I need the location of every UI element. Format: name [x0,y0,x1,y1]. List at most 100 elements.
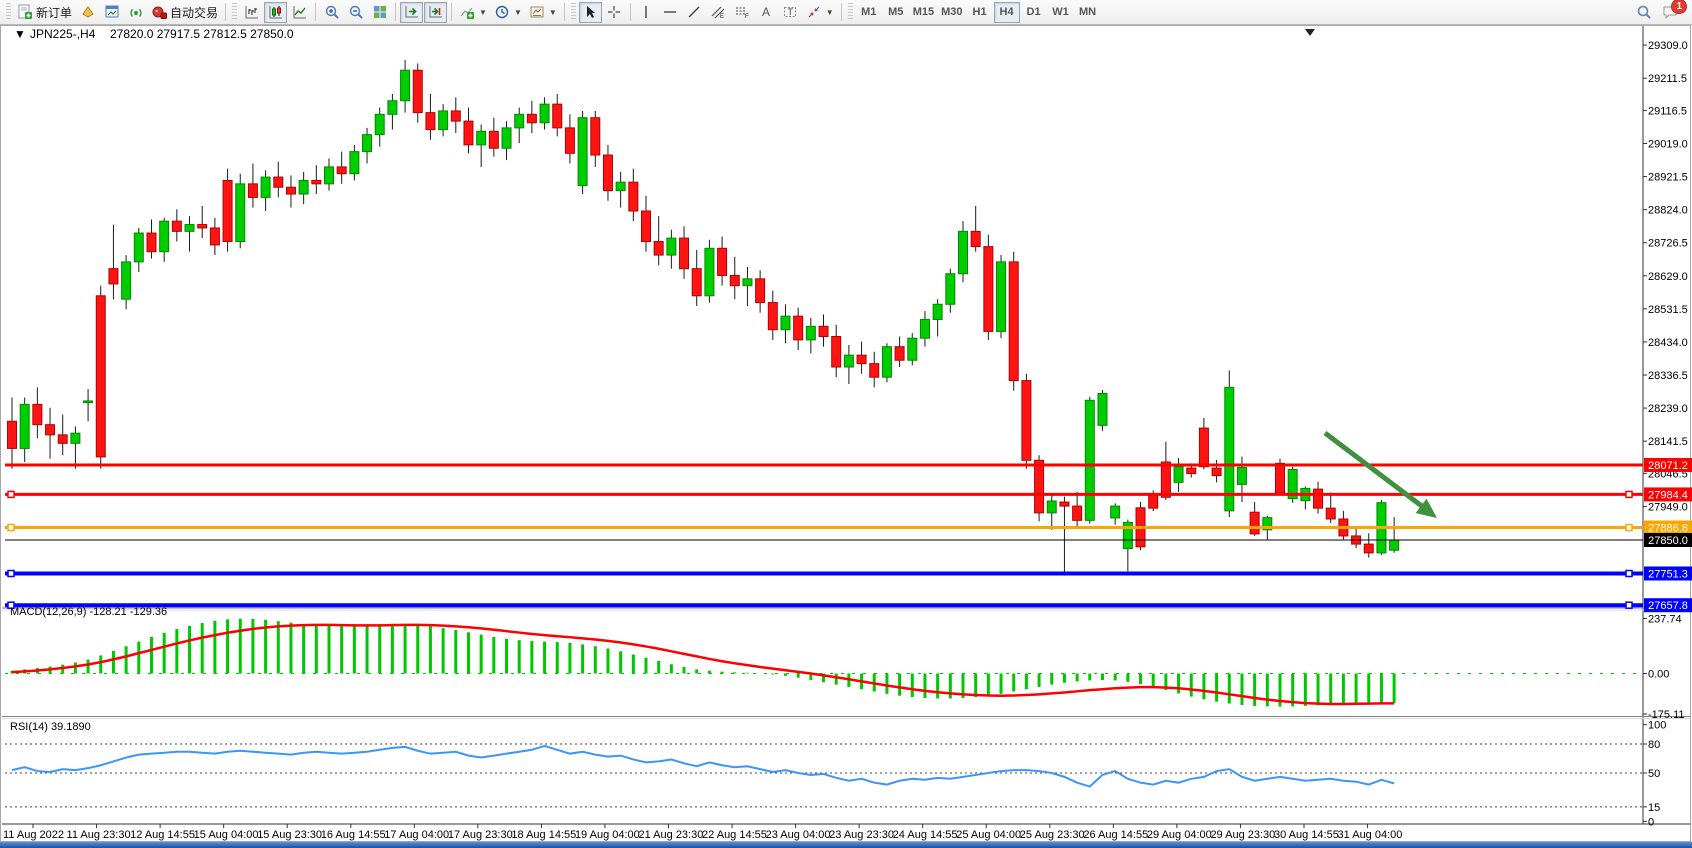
line-handle[interactable] [1625,601,1633,609]
candle-body [1160,461,1171,498]
candle-body [184,224,195,232]
time-label: 25 Aug 23:30 [1020,829,1085,841]
auto-trading-button[interactable]: 自动交易 [148,2,221,23]
timeframe-toolbar: M1 M5 M15 M30 H1 H4 D1 W1 MN [856,1,1101,23]
indicators-button[interactable]: ▼ [456,2,490,23]
timeframe-button-M15[interactable]: M15 [910,2,937,23]
candle-body [564,127,575,154]
trendline-button[interactable] [683,2,706,23]
equidistant-channel-icon: E [711,6,725,20]
vertical-line-button[interactable] [635,2,658,23]
timeframe-button-D1[interactable]: D1 [1021,2,1047,23]
toolbar-separator [629,3,631,21]
candle-body [742,278,753,287]
line-chart-button[interactable] [288,2,311,23]
macd-label: MACD(12,26,9) -128.21 -129.36 [10,606,167,618]
rsi-axis-label: 80 [1648,739,1660,751]
candle-body [1072,505,1083,521]
candle-body [1313,488,1324,509]
candle-body [425,112,436,131]
toolbar-grip [6,3,11,21]
candle-body [400,69,411,102]
arrows-button[interactable]: ▼ [803,2,837,23]
toolbar-separator [225,3,227,21]
candle-body [970,230,981,248]
candlestick-chart-button[interactable] [264,1,288,23]
signals-button[interactable] [124,2,147,23]
timeframe-button-M1[interactable]: M1 [856,2,882,23]
fibonacci-button[interactable]: F [731,2,754,23]
search-button[interactable] [1632,2,1655,23]
line-handle[interactable] [7,601,15,609]
line-handle[interactable] [7,490,15,499]
indicators-icon [460,7,475,19]
line-handle[interactable] [1625,523,1633,532]
candle-body [171,220,182,232]
bar-chart-button[interactable] [240,2,263,23]
chart-symbol-selector[interactable]: ▼ [14,27,26,41]
candle-body [1236,466,1247,485]
candle-body [438,110,449,131]
candle-body [7,420,17,449]
timeframe-button-H4[interactable]: H4 [993,1,1020,23]
templates-button[interactable]: ▼ [526,2,560,23]
quotes-button[interactable] [76,2,99,23]
zoom-out-icon [349,5,363,19]
toolbar-separator [315,3,317,21]
trend-arrow[interactable] [1323,431,1429,512]
macd-signal-line [11,623,1395,706]
candle-body [577,117,588,187]
rsi-axis-label: 15 [1648,802,1660,814]
tile-windows-button[interactable] [368,2,391,23]
candle-body [108,268,119,285]
candle-body [1097,392,1108,426]
quotes-icon [81,6,94,18]
candle-body [463,120,474,146]
zoom-in-button[interactable] [320,2,343,23]
trend-arrow-head[interactable] [1415,498,1443,525]
zoom-out-button[interactable] [344,2,367,23]
market-watch-button[interactable] [100,2,123,23]
auto-scroll-button[interactable] [400,1,424,23]
time-label: 25 Aug 04:00 [956,829,1021,841]
shift-chart-button[interactable] [424,1,448,23]
new-order-button[interactable]: 新订单 [14,2,75,23]
timeframe-button-MN[interactable]: MN [1075,2,1101,23]
crosshair-icon [608,6,621,18]
candle-body [1249,511,1260,535]
line-handle[interactable] [7,569,15,578]
candle-body [1389,539,1400,551]
chart-border [0,25,1691,842]
candle-body [450,110,461,122]
notifications-button[interactable]: 1 [1659,0,1687,23]
text-label-icon: T [784,7,797,17]
timeframe-button-H1[interactable]: H1 [967,2,993,23]
toolbar-separator [840,3,842,21]
candle-body [755,278,766,304]
horizontal-line-button[interactable] [659,2,682,23]
candle-body [19,403,30,449]
candle-body [235,183,246,243]
periods-button[interactable]: ▼ [491,2,525,23]
timeframe-button-M5[interactable]: M5 [883,2,909,23]
candle-body [843,354,854,368]
line-handle[interactable] [1625,490,1633,499]
equidistant-channel-button[interactable]: E [707,2,730,23]
candle-body [1148,494,1159,509]
crosshair-button[interactable] [603,2,626,23]
timeframe-button-M30[interactable]: M30 [938,2,965,23]
cursor-button[interactable] [578,1,602,23]
text-button[interactable]: A [755,2,778,23]
shift-chart-icon [429,6,442,18]
line-handle[interactable] [7,523,15,532]
line-handle[interactable] [1625,569,1633,578]
candle-body [881,346,892,378]
chart-window[interactable]: 237.74 0.00 -175.11 100 80 50 15 0 29309.0 2921… [0,25,1692,842]
text-label-button[interactable]: T [779,2,802,23]
rsi-axis-label: 0 [1648,816,1654,828]
candle-body [552,103,563,129]
candle-body [1122,521,1133,549]
macd-axis-label: -175.11 [1648,709,1685,721]
timeframe-button-W1[interactable]: W1 [1048,2,1074,23]
candle-body [666,237,677,256]
